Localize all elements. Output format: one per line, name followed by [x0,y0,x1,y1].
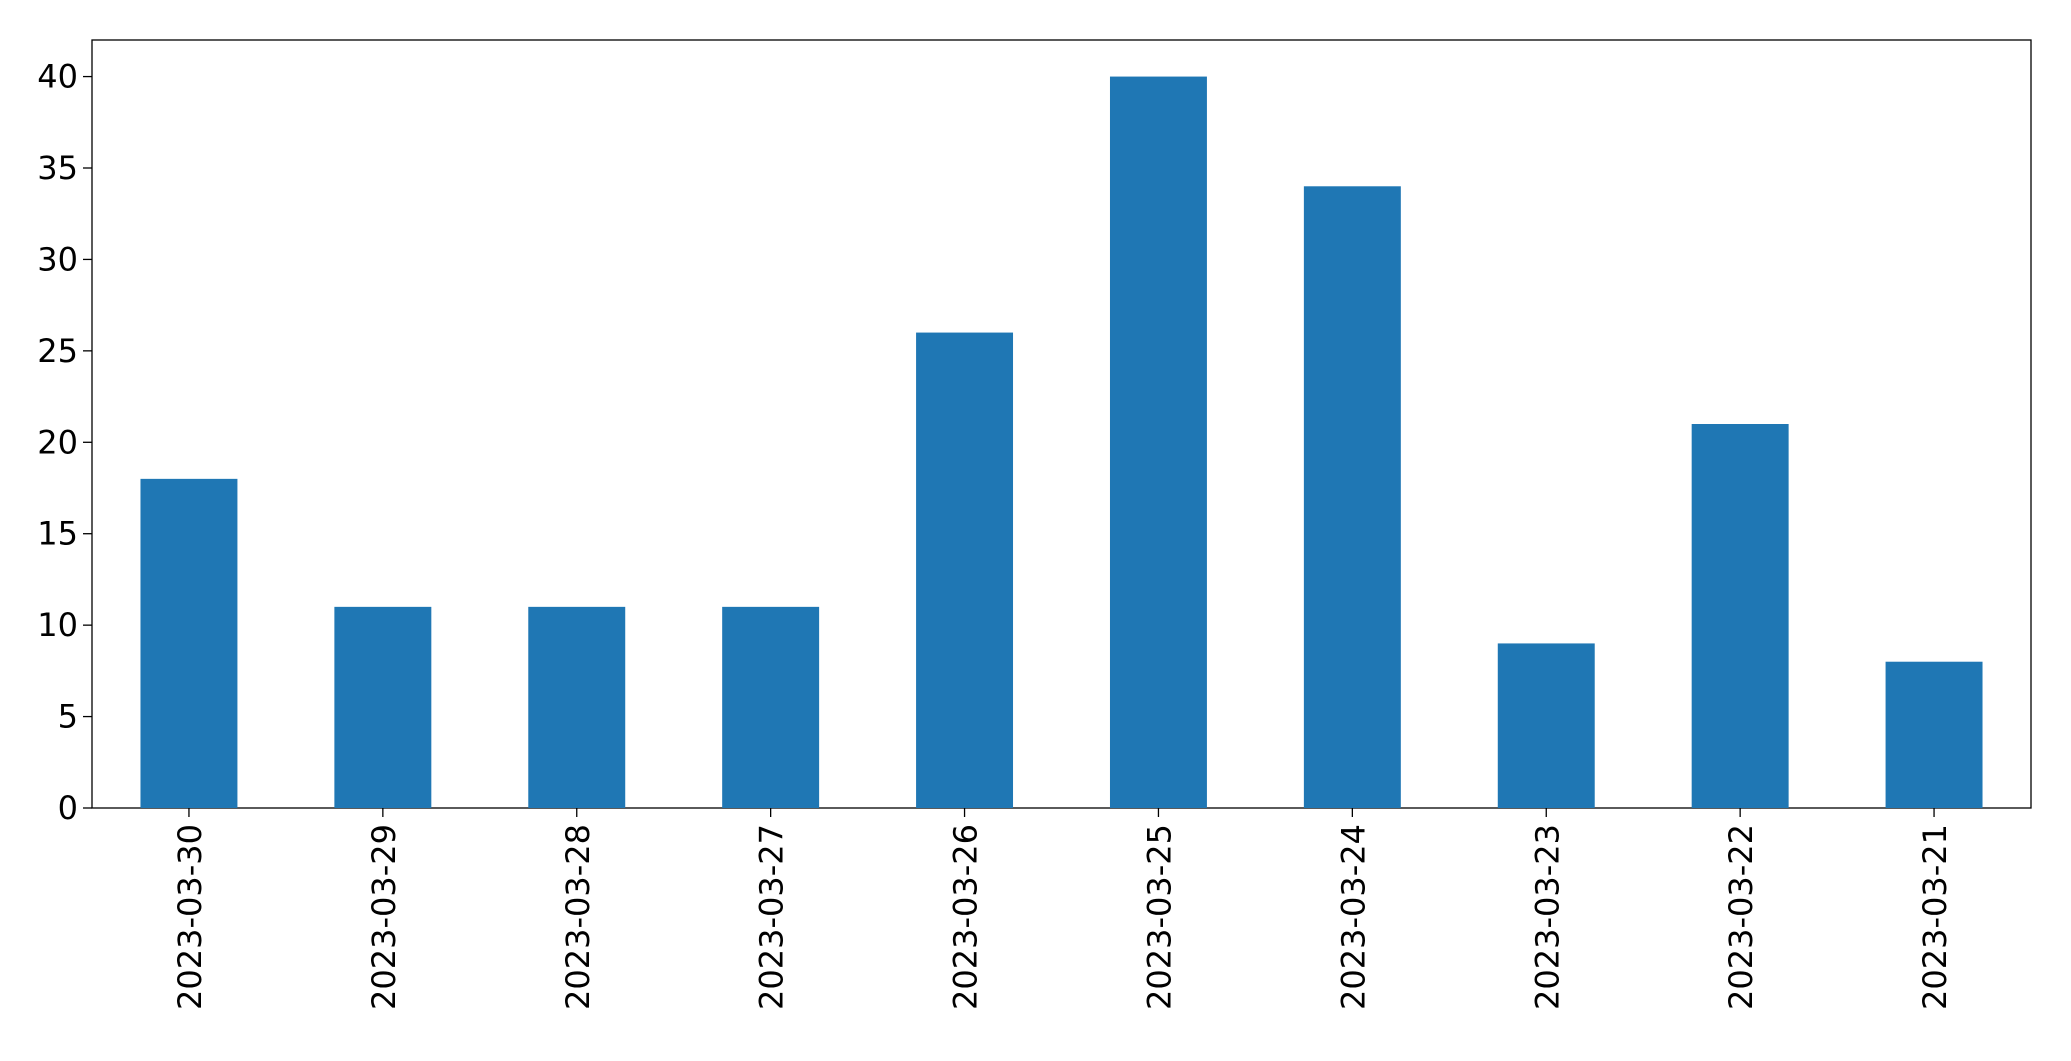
x-tick-label: 2023-03-29 [365,824,403,1010]
x-tick-label: 2023-03-30 [171,824,209,1010]
y-tick-label: 40 [37,58,78,96]
bar [1109,76,1207,809]
x-tick-label: 2023-03-27 [753,824,791,1010]
bar [1497,643,1595,808]
bar [1691,424,1789,808]
x-tick-label: 2023-03-24 [1334,824,1372,1010]
bar [334,606,432,808]
y-tick-label: 25 [37,332,78,370]
y-tick-label: 5 [58,698,78,736]
y-tick-label: 30 [37,240,78,278]
bar [528,606,626,808]
bar [722,606,820,808]
x-tick-label: 2023-03-26 [947,824,985,1010]
x-tick-label: 2023-03-25 [1140,824,1178,1010]
x-tick-label: 2023-03-22 [1722,824,1760,1010]
bar [1303,186,1401,809]
y-tick-label: 15 [37,515,78,553]
y-tick-label: 20 [37,423,78,461]
bar [140,478,238,808]
axes-frame [91,39,2032,809]
x-tick-label: 2023-03-21 [1916,824,1954,1010]
x-tick-label: 2023-03-23 [1528,824,1566,1010]
y-tick-label: 0 [58,789,78,827]
bar [916,332,1014,808]
x-tick-label: 2023-03-28 [559,824,597,1010]
y-tick-label: 35 [37,149,78,187]
bar [1885,661,1983,808]
y-tick-label: 10 [37,606,78,644]
